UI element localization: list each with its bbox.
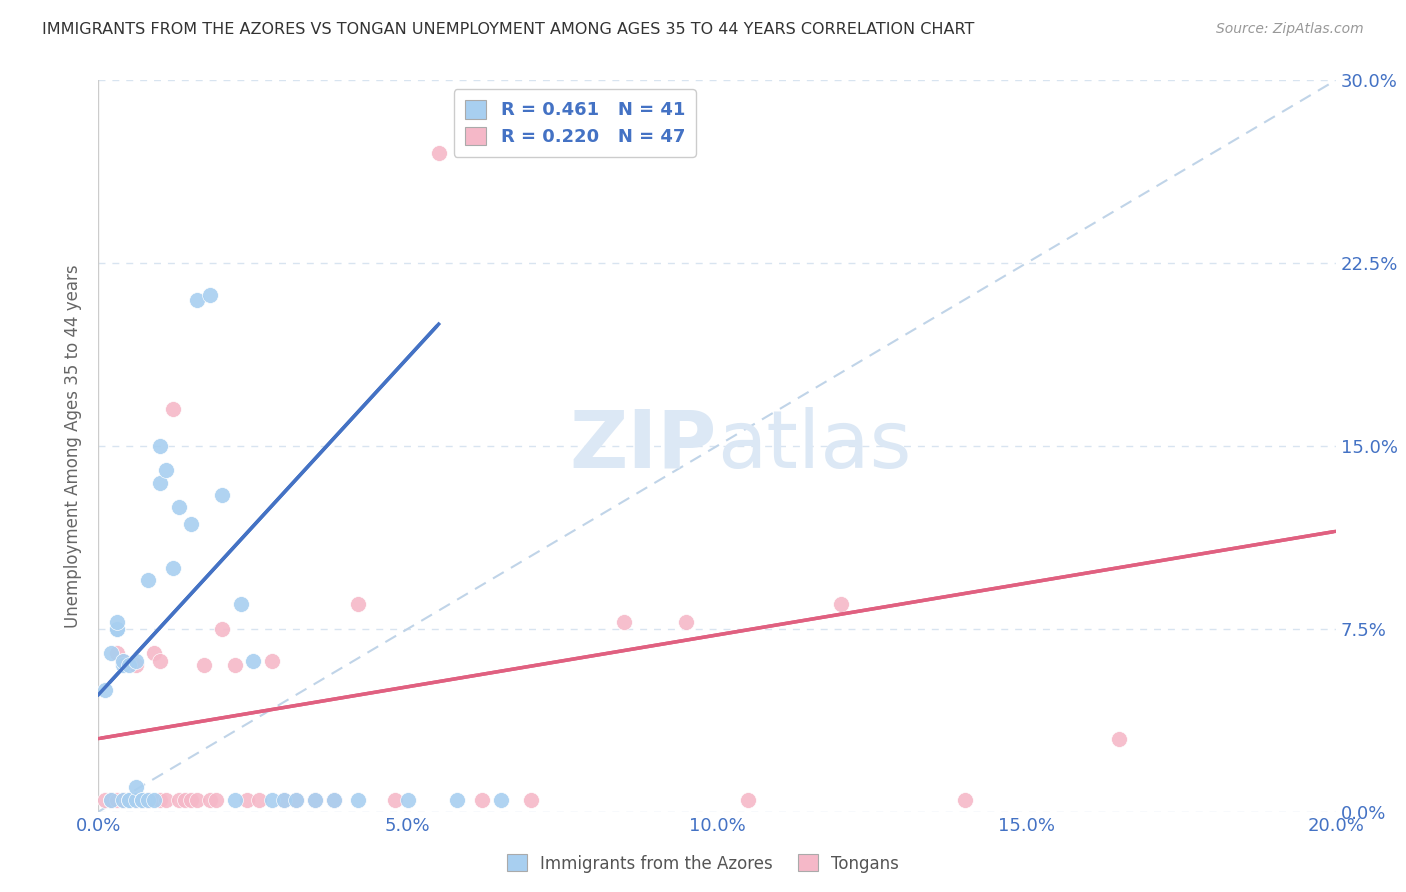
Point [131, 792, 153, 806]
Point [155, 792, 177, 806]
Point [93, 792, 115, 806]
Point [136, 792, 159, 806]
Point [124, 654, 146, 668]
Point [105, 646, 128, 660]
Point [211, 622, 233, 636]
Point [162, 402, 184, 417]
Point [100, 792, 122, 806]
Point [100, 646, 122, 660]
Point [384, 792, 406, 806]
Point [149, 439, 172, 453]
Point [149, 475, 172, 490]
Point [118, 792, 141, 806]
Point [118, 792, 141, 806]
Point [112, 792, 135, 806]
Point [112, 654, 135, 668]
Point [136, 573, 159, 587]
Point [167, 792, 190, 806]
Point [105, 792, 128, 806]
Point [198, 288, 221, 302]
Point [180, 792, 202, 806]
Point [273, 792, 295, 806]
Point [953, 792, 976, 806]
Point [131, 792, 153, 806]
Point [100, 792, 122, 806]
Point [174, 792, 197, 806]
Point [347, 792, 370, 806]
Point [162, 561, 184, 575]
Point [347, 598, 370, 612]
Text: IMMIGRANTS FROM THE AZORES VS TONGAN UNEMPLOYMENT AMONG AGES 35 TO 44 YEARS CORR: IMMIGRANTS FROM THE AZORES VS TONGAN UNE… [42, 22, 974, 37]
Point [229, 598, 252, 612]
Point [285, 792, 308, 806]
Point [93, 682, 115, 697]
Point [198, 792, 221, 806]
Point [112, 792, 135, 806]
Y-axis label: Unemployment Among Ages 35 to 44 years: Unemployment Among Ages 35 to 44 years [65, 264, 83, 628]
Point [236, 792, 259, 806]
Point [136, 792, 159, 806]
Point [396, 792, 419, 806]
Point [322, 792, 344, 806]
Point [105, 622, 128, 636]
Point [186, 792, 208, 806]
Point [224, 792, 246, 806]
Point [242, 654, 264, 668]
Point [131, 792, 153, 806]
Text: Source: ZipAtlas.com: Source: ZipAtlas.com [1216, 22, 1364, 37]
Point [737, 792, 759, 806]
Point [1108, 731, 1130, 746]
Point [675, 615, 697, 629]
Point [100, 792, 122, 806]
Point [180, 516, 202, 531]
Point [112, 658, 135, 673]
Point [273, 792, 295, 806]
Point [304, 792, 326, 806]
Point [205, 792, 228, 806]
Point [247, 792, 270, 806]
Point [322, 792, 344, 806]
Point [186, 293, 208, 307]
Point [471, 792, 494, 806]
Point [118, 792, 141, 806]
Point [211, 488, 233, 502]
Point [143, 646, 166, 660]
Point [830, 598, 852, 612]
Point [118, 658, 141, 673]
Point [143, 792, 166, 806]
Point [613, 615, 636, 629]
Point [224, 658, 246, 673]
Point [124, 792, 146, 806]
Point [149, 792, 172, 806]
Point [124, 658, 146, 673]
Text: ZIP: ZIP [569, 407, 717, 485]
Legend: R = 0.461   N = 41, R = 0.220   N = 47: R = 0.461 N = 41, R = 0.220 N = 47 [454, 89, 696, 157]
Point [105, 615, 128, 629]
Point [167, 500, 190, 514]
Point [105, 622, 128, 636]
Point [193, 658, 215, 673]
Point [118, 792, 141, 806]
Point [489, 792, 512, 806]
Point [112, 792, 135, 806]
Point [260, 654, 283, 668]
Point [446, 792, 468, 806]
Point [304, 792, 326, 806]
Point [131, 792, 153, 806]
Point [427, 146, 450, 161]
Text: atlas: atlas [717, 407, 911, 485]
Point [260, 792, 283, 806]
Point [149, 654, 172, 668]
Point [285, 792, 308, 806]
Point [155, 463, 177, 477]
Legend: Immigrants from the Azores, Tongans: Immigrants from the Azores, Tongans [501, 847, 905, 880]
Point [520, 792, 543, 806]
Point [124, 792, 146, 806]
Point [112, 654, 135, 668]
Point [124, 780, 146, 795]
